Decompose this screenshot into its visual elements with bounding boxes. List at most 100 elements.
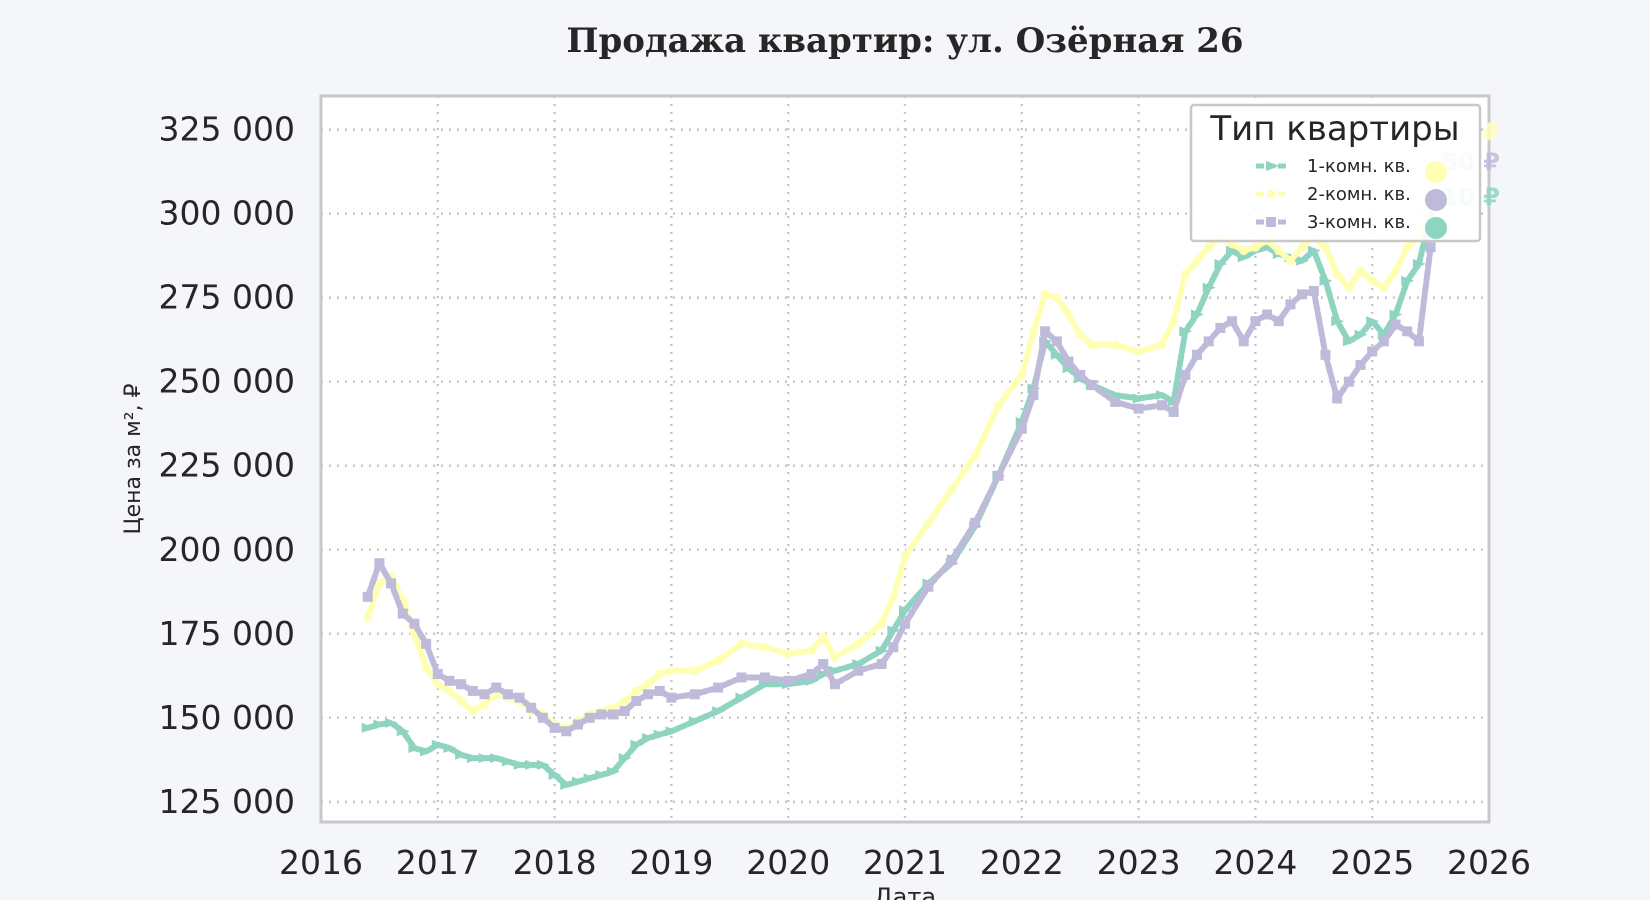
data-point — [548, 769, 562, 780]
data-point — [618, 753, 632, 764]
x-tick-label: 2025 — [1330, 843, 1414, 882]
data-point — [1342, 336, 1356, 347]
data-point — [490, 753, 504, 764]
data-point — [421, 638, 432, 649]
data-point — [536, 759, 550, 770]
data-point — [1238, 336, 1249, 347]
data-point — [433, 679, 443, 689]
data-point — [631, 686, 641, 696]
data-point — [456, 696, 466, 706]
data-point — [526, 702, 537, 713]
data-point — [1075, 330, 1085, 340]
legend-box — [1189, 103, 1482, 243]
data-point — [1016, 423, 1027, 434]
data-point — [584, 712, 595, 723]
data-point — [970, 517, 981, 528]
data-point — [1367, 346, 1378, 357]
data-point — [713, 682, 724, 693]
series-line — [364, 193, 1434, 731]
data-point — [1204, 242, 1214, 252]
data-point — [806, 669, 817, 680]
x-tick-label: 2017 — [396, 843, 480, 882]
data-point — [1344, 283, 1354, 293]
data-point — [887, 625, 901, 636]
data-point — [620, 696, 630, 706]
x-tick-label: 2024 — [1213, 843, 1297, 882]
x-tick-label: 2018 — [513, 843, 597, 882]
data-point — [1320, 349, 1331, 360]
data-point — [374, 558, 385, 569]
data-point — [946, 554, 957, 565]
data-point — [1051, 336, 1062, 347]
data-point — [888, 592, 898, 602]
data-point — [362, 591, 373, 602]
data-point — [1274, 246, 1284, 256]
data-point — [689, 689, 700, 700]
data-point — [630, 739, 644, 750]
data-point — [373, 719, 387, 730]
data-point — [1063, 356, 1074, 367]
data-point — [455, 749, 469, 760]
data-point — [491, 682, 502, 693]
data-point — [1052, 293, 1062, 303]
x-tick-label: 2023 — [1097, 843, 1181, 882]
data-point — [736, 672, 747, 683]
data-point — [1040, 326, 1051, 337]
data-point — [665, 726, 679, 737]
data-point — [1262, 309, 1273, 320]
legend-entry: 1-комн. кв. — [1256, 156, 1447, 183]
data-point — [643, 689, 654, 700]
data-point — [1179, 326, 1193, 337]
y-axis-ticks: 325 000 300 000 275 000 250 000 225 000 200 0… — [159, 110, 295, 821]
data-point — [818, 659, 829, 670]
data-point — [1156, 400, 1167, 411]
data-point — [1250, 316, 1261, 327]
data-point — [466, 753, 480, 764]
data-point — [1110, 396, 1121, 407]
data-point — [1355, 359, 1366, 370]
data-point — [502, 689, 513, 700]
data-point — [1307, 245, 1321, 256]
data-point — [923, 518, 933, 528]
data-point — [1028, 326, 1038, 336]
data-point — [1086, 380, 1097, 391]
data-point — [1273, 316, 1284, 327]
data-point — [760, 642, 770, 652]
data-point — [1367, 276, 1377, 286]
data-point — [478, 753, 492, 764]
data-point — [642, 732, 656, 743]
y-tick-label: 225 000 — [159, 446, 295, 485]
y-tick-label: 200 000 — [159, 530, 295, 569]
data-point — [713, 656, 723, 666]
data-point — [993, 470, 1004, 481]
data-point — [1064, 309, 1074, 319]
series-line — [364, 244, 1434, 735]
data-point — [408, 743, 422, 754]
data-point — [583, 773, 597, 784]
data-point — [830, 652, 840, 662]
data-point — [1180, 269, 1190, 279]
chart-title: Продажа квартир: ул. Озёрная 26 — [566, 21, 1243, 61]
data-point — [1366, 316, 1380, 327]
data-point — [993, 400, 1003, 410]
data-point — [1075, 369, 1086, 380]
data-point — [1180, 369, 1191, 380]
data-point — [1297, 289, 1308, 300]
data-point — [1169, 316, 1179, 326]
data-point — [1134, 346, 1144, 356]
data-point — [525, 759, 539, 770]
x-axis-label: Дата — [874, 883, 936, 900]
data-point — [1191, 309, 1204, 320]
data-point — [1297, 242, 1307, 252]
x-tick-label: 2019 — [629, 843, 713, 882]
y-axis-label: Цена за м², ₽ — [121, 383, 146, 534]
data-point — [1132, 393, 1146, 404]
data-point — [1227, 316, 1238, 327]
data-point — [888, 642, 899, 653]
data-point — [1285, 256, 1295, 266]
data-point — [1157, 340, 1167, 350]
data-point — [1354, 329, 1368, 340]
legend-label: 2-комн. кв. — [1307, 184, 1411, 205]
x-tick-label: 2021 — [863, 843, 947, 882]
